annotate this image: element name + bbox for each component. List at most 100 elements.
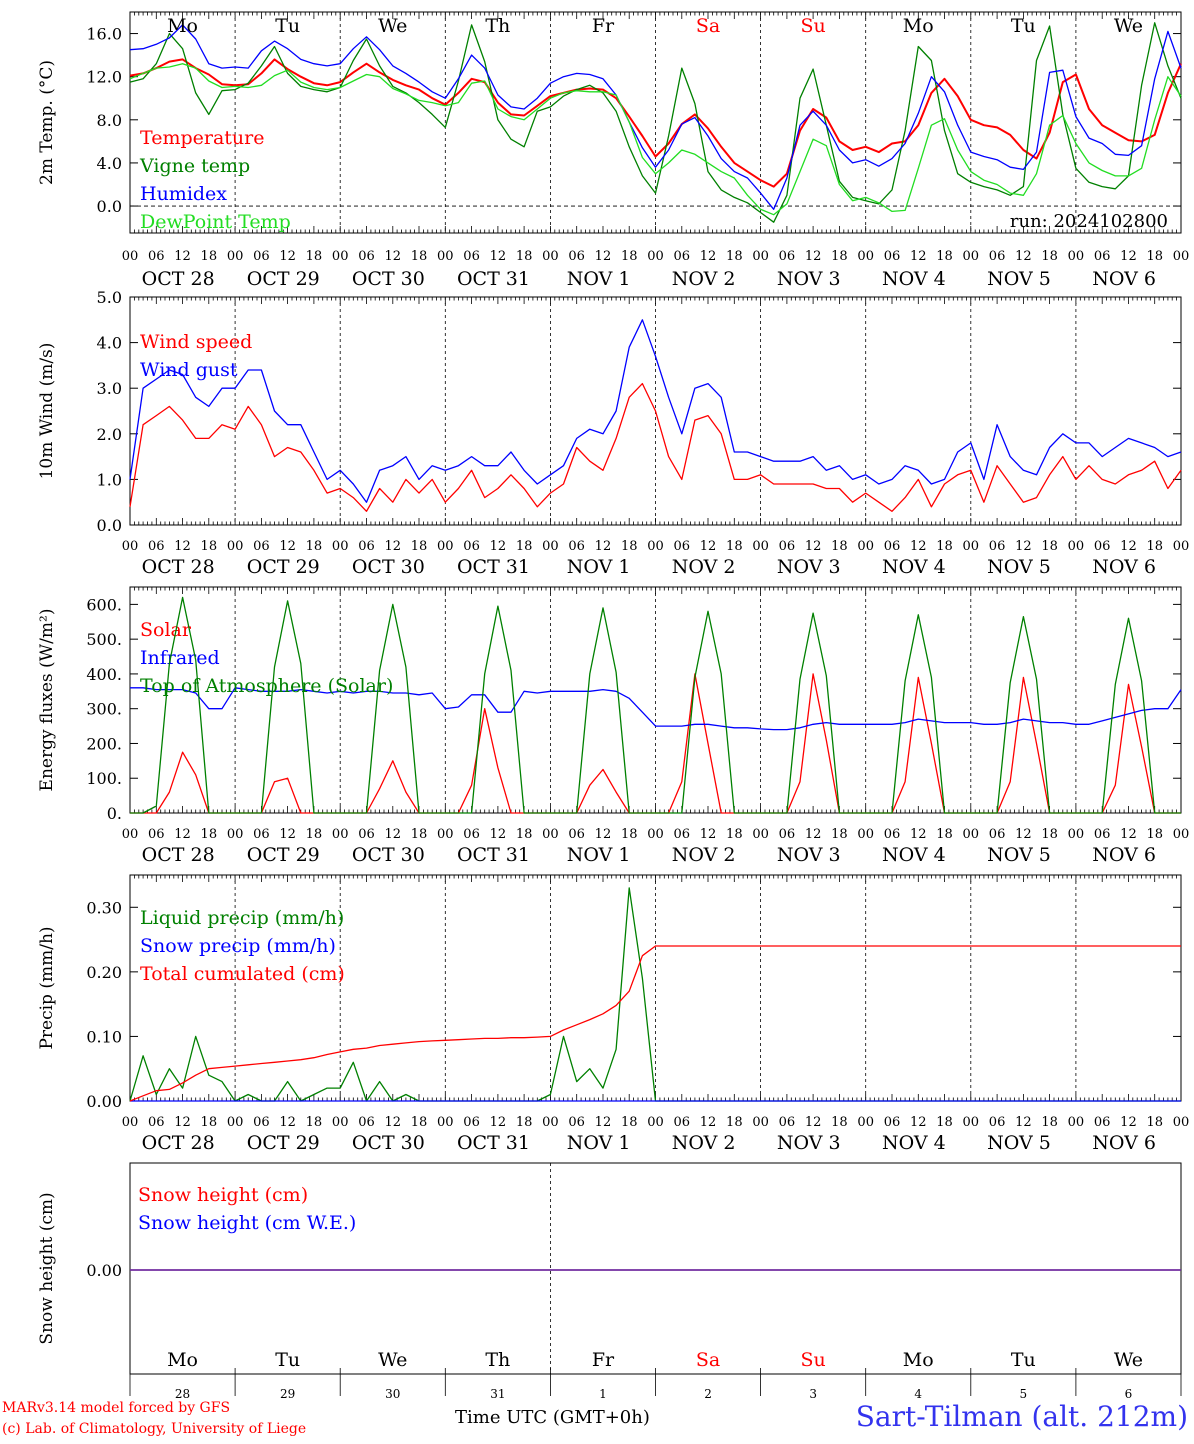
- y-tick-label: 0.10: [86, 1027, 122, 1046]
- hour-tick-label: 06: [568, 1115, 585, 1130]
- day-number-label: 29: [280, 1387, 295, 1401]
- hour-tick-label: 00: [1173, 539, 1190, 554]
- panel-2: 0.0 1.0 2.0 3.0 4.0 5.0 10m Wind (m/s) Wind spe…: [37, 288, 1189, 578]
- date-label: NOV 5: [987, 556, 1051, 578]
- legend-label-0: Temperature: [140, 127, 264, 149]
- hour-tick-label: 00: [963, 827, 980, 842]
- hour-tick-label: 12: [595, 539, 612, 554]
- weekday-label: Tu: [275, 15, 300, 37]
- y-tick-label: 12.0: [86, 68, 122, 87]
- hour-tick-label: 06: [884, 1115, 901, 1130]
- date-label: NOV 2: [672, 1132, 736, 1154]
- hour-tick-label: 12: [1015, 827, 1032, 842]
- y-tick-label: 1.0: [97, 470, 122, 489]
- hour-tick-label: 00: [227, 827, 244, 842]
- hour-tick-label: 12: [279, 827, 296, 842]
- date-label: OCT 28: [142, 268, 215, 290]
- hour-tick-label: 00: [1068, 1115, 1085, 1130]
- hour-tick-label: 12: [805, 1115, 822, 1130]
- hour-tick-label: 00: [647, 539, 664, 554]
- hour-tick-label: 12: [384, 1115, 401, 1130]
- weekday-label: Mo: [167, 1349, 198, 1371]
- hour-tick-label: 00: [752, 1115, 769, 1130]
- date-label: OCT 31: [457, 556, 530, 578]
- hour-tick-label: 18: [831, 827, 848, 842]
- date-label: OCT 30: [352, 268, 425, 290]
- date-label: OCT 28: [142, 1132, 215, 1154]
- legend-label-1: Snow height (cm W.E.): [138, 1212, 356, 1234]
- date-label: NOV 2: [672, 844, 736, 866]
- series-line-2: [130, 596, 1181, 814]
- date-label: NOV 5: [987, 1132, 1051, 1154]
- series-line-3: [129, 63, 1182, 216]
- date-label: OCT 30: [352, 556, 425, 578]
- hour-tick-label: 00: [752, 539, 769, 554]
- weekday-label: We: [378, 15, 407, 37]
- weekday-label: We: [378, 1349, 407, 1371]
- date-label: OCT 30: [352, 1132, 425, 1154]
- day-number-label: 3: [809, 1387, 817, 1401]
- legend-label-3: DewPoint Temp: [140, 211, 291, 233]
- weekday-label: We: [1114, 15, 1143, 37]
- hour-tick-label: 12: [174, 827, 191, 842]
- hour-tick-label: 06: [989, 1115, 1006, 1130]
- hour-tick-label: 00: [437, 539, 454, 554]
- hour-tick-label: 12: [279, 539, 296, 554]
- hour-tick-label: 18: [201, 1115, 218, 1130]
- hour-tick-label: 06: [253, 827, 270, 842]
- hour-tick-label: 00: [542, 249, 559, 264]
- hour-tick-label: 00: [122, 1115, 139, 1130]
- hour-tick-label: 12: [700, 539, 717, 554]
- hour-tick-label: 12: [1120, 539, 1137, 554]
- date-label: NOV 6: [1092, 844, 1156, 866]
- y-tick-label: 100.: [86, 769, 122, 788]
- date-label: NOV 1: [567, 556, 631, 578]
- legend-label-1: Vigne temp: [139, 155, 250, 177]
- hour-tick-label: 12: [174, 539, 191, 554]
- hour-tick-label: 06: [989, 827, 1006, 842]
- hour-tick-label: 00: [1068, 249, 1085, 264]
- hour-tick-label: 12: [1015, 1115, 1032, 1130]
- date-label: NOV 4: [882, 268, 946, 290]
- y-tick-label: 4.0: [97, 334, 122, 353]
- hour-tick-label: 18: [306, 1115, 323, 1130]
- legend-label-1: Wind gust: [140, 359, 238, 381]
- hour-tick-label: 12: [700, 249, 717, 264]
- series-line-1: [129, 22, 1182, 223]
- weekday-label: Fr: [592, 1349, 615, 1371]
- hour-tick-label: 00: [122, 827, 139, 842]
- hour-tick-label: 00: [1068, 827, 1085, 842]
- hour-tick-label: 00: [857, 827, 874, 842]
- hour-tick-label: 00: [227, 539, 244, 554]
- date-label: NOV 1: [567, 844, 631, 866]
- weekday-label: Th: [485, 15, 510, 37]
- hour-tick-label: 12: [1015, 249, 1032, 264]
- panel-1: 0.0 4.0 8.0 12.0 16.0 2m Temp. (°C) Temperatur…: [37, 11, 1190, 290]
- hour-tick-label: 12: [910, 249, 927, 264]
- hour-tick-label: 12: [490, 249, 507, 264]
- hour-tick-label: 00: [227, 1115, 244, 1130]
- day-number-label: 31: [490, 1387, 505, 1401]
- panel-4: 0.00 0.10 0.20 0.30 Precip (mm/h) Liquid prec…: [37, 874, 1189, 1154]
- hour-tick-label: 18: [936, 827, 953, 842]
- hour-tick-label: 18: [831, 249, 848, 264]
- hour-tick-label: 00: [1173, 249, 1190, 264]
- hour-tick-label: 00: [332, 827, 349, 842]
- hour-tick-label: 18: [936, 249, 953, 264]
- hour-tick-label: 00: [227, 249, 244, 264]
- hour-tick-label: 00: [1173, 827, 1190, 842]
- hour-tick-label: 18: [411, 249, 428, 264]
- hour-ticks: [129, 297, 1182, 525]
- day-number-label: 30: [385, 1387, 400, 1401]
- hour-tick-label: 18: [1041, 249, 1058, 264]
- hour-tick-label: 06: [779, 249, 796, 264]
- legend-label-0: Wind speed: [140, 331, 252, 353]
- hour-tick-label: 18: [621, 1115, 638, 1130]
- weekday-label: Sa: [696, 1349, 720, 1371]
- y-tick-label: 3.0: [97, 379, 122, 398]
- hour-tick-label: 12: [174, 1115, 191, 1130]
- date-label: NOV 6: [1092, 556, 1156, 578]
- hour-tick-label: 06: [358, 827, 375, 842]
- hour-tick-label: 00: [963, 1115, 980, 1130]
- hour-tick-label: 12: [805, 249, 822, 264]
